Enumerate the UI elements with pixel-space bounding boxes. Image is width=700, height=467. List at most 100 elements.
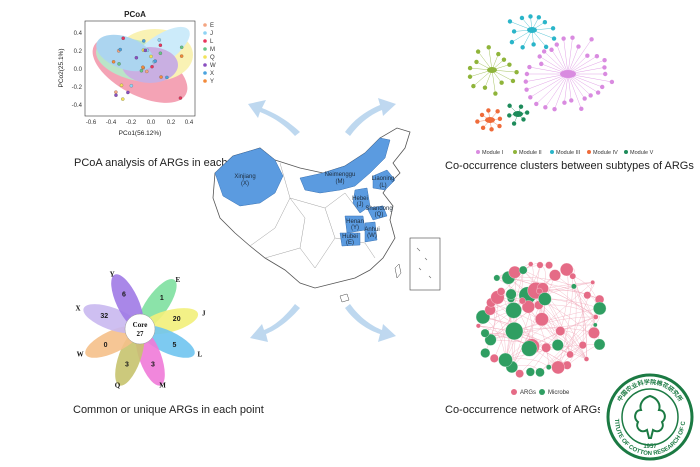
cluster-node (524, 110, 530, 115)
cluster-edge (567, 73, 572, 101)
pcoa-legend-marker (203, 31, 207, 35)
network-edge (508, 277, 596, 318)
cluster-node (496, 51, 501, 57)
network-node (521, 340, 538, 357)
cluster-hub (527, 27, 537, 33)
province-neimenggu (299, 137, 391, 194)
network-edge (478, 325, 571, 355)
cluster-node (475, 49, 481, 54)
cluster-node (497, 123, 502, 129)
cluster-node (507, 19, 513, 24)
xtick: 0.0 (147, 120, 156, 126)
cluster-node (524, 87, 529, 92)
pcoa-point (114, 93, 118, 97)
legend-microbe-marker (539, 389, 545, 395)
venn-petal-value: 32 (100, 313, 108, 320)
venn-flower-chart: 1 E 20 J 5 L 3 M 3 Q 0 W 32 X 6 Y Core 27 (75, 271, 206, 390)
cluster-node (543, 44, 549, 50)
cluster-node (536, 15, 542, 20)
code-hubei: (E) (346, 240, 354, 246)
province-liaoning (372, 169, 396, 191)
pcoa-legend-marker (203, 23, 207, 27)
caption-network: Co-occurrence network of ARGs and host m… (445, 404, 600, 416)
network-node (493, 274, 501, 282)
network-node (538, 292, 552, 306)
venn-core-value: 27 (137, 330, 145, 338)
cluster-node (539, 61, 544, 67)
province-hubei (339, 232, 361, 247)
code-neimenggu: (M) (336, 179, 345, 185)
pcoa-point (150, 64, 154, 69)
cluster-node (562, 100, 567, 105)
network-node (551, 360, 565, 375)
venn-petal-letter: L (197, 350, 202, 358)
ellipse-Q (117, 29, 193, 81)
cluster-node (482, 85, 488, 90)
network-node (536, 287, 543, 295)
cluster-node (541, 49, 547, 54)
module-legend-marker (624, 150, 628, 154)
pcoa-legend-label: L (210, 39, 214, 45)
code-henan: (Y) (351, 225, 359, 231)
pcoa-legend-label: M (210, 47, 215, 53)
module-legend: Module I Module II Module III Module IV Modu… (476, 150, 654, 156)
pcoa-point (179, 45, 184, 49)
venn-petal-letter: E (176, 276, 181, 284)
network-node (583, 356, 590, 362)
province-borders (249, 162, 376, 269)
venn-petal-letter: J (202, 309, 206, 317)
network-edge (572, 276, 584, 346)
cluster-node (550, 26, 556, 31)
cluster-node (507, 113, 512, 118)
cluster-node (527, 64, 532, 70)
cluster-node (524, 71, 530, 77)
module-legend-marker (476, 150, 480, 154)
pcoa-chart: PCoA -0.6 -0.4 -0.2 0.0 0.2 0.4 0.4 0.2 … (58, 10, 216, 137)
pcoa-legend-marker (203, 79, 207, 83)
cluster-edge (564, 73, 569, 103)
cluster-node (552, 106, 557, 112)
caption-pcoa: PCoA analysis of ARGs in each point (74, 157, 255, 169)
legend-args-marker (511, 389, 517, 395)
pcoa-xlabel: PCo1(56.12%) (119, 130, 162, 137)
cluster-edge (567, 73, 582, 109)
code-xinjiang: (X) (241, 181, 249, 187)
network-edge (523, 269, 596, 326)
network-node (588, 327, 600, 339)
cluster-edge (473, 69, 493, 87)
cluster-node (475, 119, 480, 124)
pcoa-legend-label: E (210, 23, 214, 29)
pcoa-legend-label: Y (210, 79, 214, 85)
pcoa-legend-marker (203, 55, 207, 59)
cluster-node (486, 45, 491, 50)
cluster-edge (563, 38, 569, 75)
arrow-to-venn (250, 304, 300, 342)
network-edge (531, 316, 596, 347)
taiwan-island (394, 263, 402, 279)
module-legend-label: Module V (630, 150, 654, 156)
module-legend-label: Module I (482, 150, 504, 156)
network-node (536, 261, 544, 269)
cluster-edge (567, 73, 585, 99)
cluster-edge (556, 44, 569, 75)
cluster-edge (567, 73, 591, 96)
network-node (518, 265, 528, 275)
seal-inner-ring (621, 388, 679, 446)
cluster-node (600, 84, 605, 90)
pcoa-point (158, 51, 163, 55)
cluster-edge (567, 39, 592, 75)
cluster-edge (554, 73, 569, 110)
cluster-node (501, 57, 507, 62)
network-node (498, 352, 513, 368)
cluster-node (521, 117, 526, 122)
network-edge (505, 282, 593, 361)
ellipse-W (122, 47, 178, 83)
arrow-to-clusters (345, 98, 396, 136)
cluster-node (534, 101, 539, 107)
network-node (525, 367, 535, 377)
ytick: 0.0 (74, 67, 83, 73)
network-nodes (475, 261, 607, 378)
cluster-edge (536, 73, 569, 105)
network-node (497, 287, 506, 296)
venn-petal-letter: W (77, 350, 84, 358)
